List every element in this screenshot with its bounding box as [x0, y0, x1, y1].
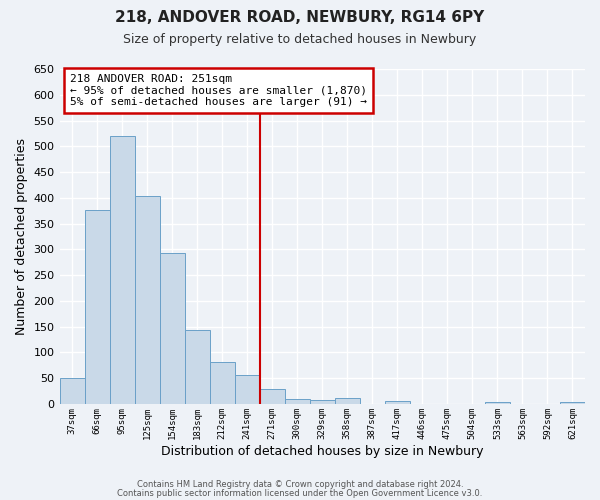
- Bar: [59, 378, 85, 404]
- Bar: [260, 390, 285, 404]
- Bar: [285, 400, 310, 404]
- Bar: [310, 400, 335, 404]
- Bar: [209, 362, 235, 404]
- Text: Contains HM Land Registry data © Crown copyright and database right 2024.: Contains HM Land Registry data © Crown c…: [137, 480, 463, 489]
- Text: 218, ANDOVER ROAD, NEWBURY, RG14 6PY: 218, ANDOVER ROAD, NEWBURY, RG14 6PY: [115, 10, 485, 25]
- Bar: [235, 374, 260, 404]
- Bar: [560, 402, 585, 404]
- Bar: [385, 402, 410, 404]
- X-axis label: Distribution of detached houses by size in Newbury: Distribution of detached houses by size …: [161, 444, 484, 458]
- Bar: [335, 398, 360, 404]
- Bar: [185, 330, 209, 404]
- Text: Size of property relative to detached houses in Newbury: Size of property relative to detached ho…: [124, 32, 476, 46]
- Text: 218 ANDOVER ROAD: 251sqm
← 95% of detached houses are smaller (1,870)
5% of semi: 218 ANDOVER ROAD: 251sqm ← 95% of detach…: [70, 74, 367, 107]
- Bar: [485, 402, 510, 404]
- Y-axis label: Number of detached properties: Number of detached properties: [15, 138, 28, 335]
- Bar: [85, 210, 110, 404]
- Bar: [110, 136, 134, 404]
- Bar: [134, 196, 160, 404]
- Bar: [160, 254, 185, 404]
- Text: Contains public sector information licensed under the Open Government Licence v3: Contains public sector information licen…: [118, 488, 482, 498]
